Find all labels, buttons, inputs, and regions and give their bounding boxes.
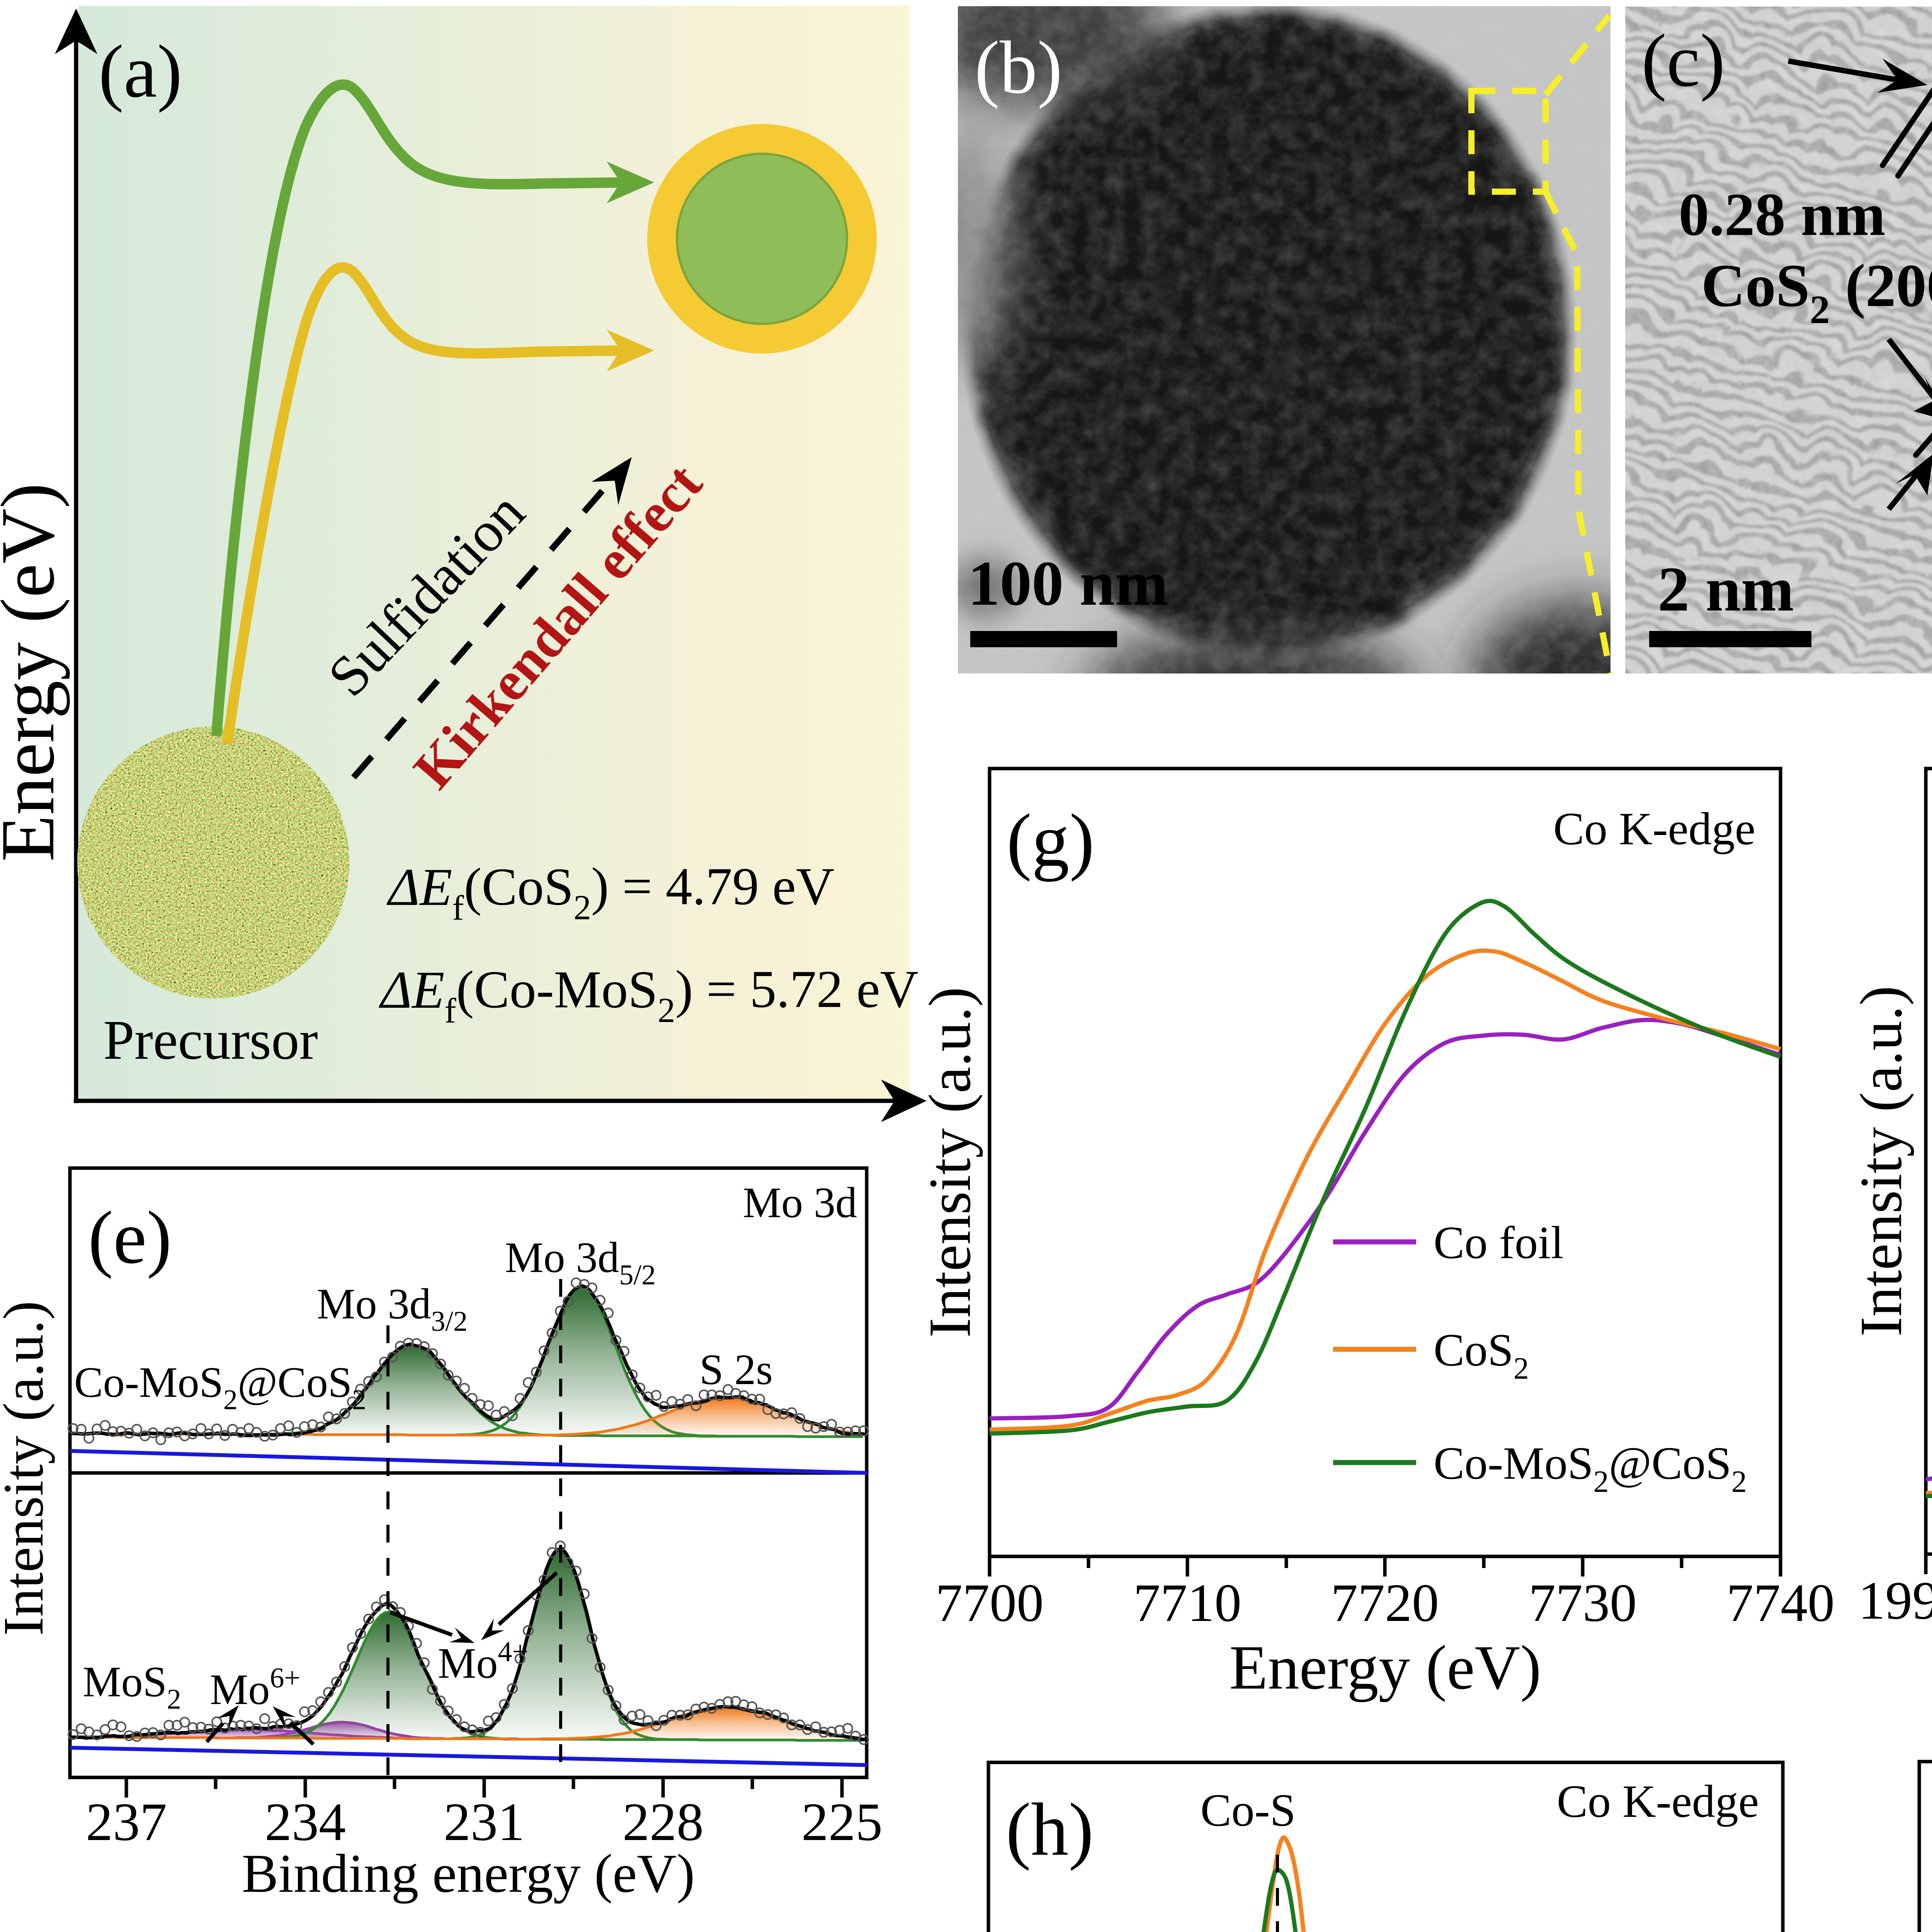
svg-text:Energy (eV): Energy (eV) [0, 483, 70, 862]
svg-text:ΔEf(CoS2) = 4.79 eV: ΔEf(CoS2) = 4.79 eV [386, 857, 835, 927]
svg-text:CoS2: CoS2 [1434, 1324, 1529, 1386]
svg-text:237: 237 [86, 1792, 167, 1852]
svg-text:Precursor: Precursor [103, 1009, 318, 1071]
svg-text:7740: 7740 [1726, 1573, 1835, 1633]
svg-text:Co foil: Co foil [1434, 1217, 1564, 1268]
svg-text:Co-S: Co-S [1201, 1784, 1296, 1836]
svg-text:7720: 7720 [1331, 1573, 1439, 1633]
svg-text:Co K-edge: Co K-edge [1557, 1776, 1759, 1827]
svg-text:7730: 7730 [1529, 1573, 1637, 1633]
svg-text:228: 228 [622, 1792, 704, 1852]
svg-text:(g): (g) [1007, 799, 1094, 882]
svg-text:S 2s: S 2s [699, 1346, 773, 1394]
svg-text:(h): (h) [1006, 1788, 1094, 1871]
svg-text:19980: 19980 [1858, 1571, 1932, 1631]
svg-text:2 nm: 2 nm [1658, 554, 1794, 624]
svg-text:Mo 3d5/2: Mo 3d5/2 [505, 1234, 656, 1291]
svg-text:Co-MoS2@CoS2: Co-MoS2@CoS2 [74, 1359, 366, 1416]
svg-text:234: 234 [265, 1792, 346, 1852]
svg-text:(a): (a) [99, 30, 182, 113]
svg-text:Co K-edge: Co K-edge [1553, 803, 1755, 854]
svg-text:231: 231 [444, 1792, 525, 1852]
svg-text:100 nm: 100 nm [968, 548, 1168, 619]
svg-text:(e): (e) [88, 1196, 172, 1279]
svg-text:7700: 7700 [935, 1573, 1044, 1633]
svg-text:Mo 3d: Mo 3d [743, 1179, 857, 1227]
svg-text:ΔEf(Co-MoS2) = 5.72 eV: ΔEf(Co-MoS2) = 5.72 eV [379, 959, 918, 1030]
svg-text:MoS2: MoS2 [83, 1658, 181, 1715]
svg-text:Intensity (a.u.): Intensity (a.u.) [0, 1301, 55, 1636]
svg-text:Intensity (a.u.): Intensity (a.u.) [917, 987, 983, 1338]
svg-text:Co-MoS2@CoS2: Co-MoS2@CoS2 [1434, 1437, 1747, 1499]
svg-text:(c): (c) [1641, 19, 1725, 102]
svg-text:0.28 nm: 0.28 nm [1679, 181, 1886, 248]
svg-text:Energy (eV): Energy (eV) [1229, 1633, 1541, 1702]
svg-text:7710: 7710 [1133, 1573, 1242, 1633]
svg-text:225: 225 [801, 1792, 883, 1852]
svg-text:Intensity (a.u.): Intensity (a.u.) [1848, 986, 1914, 1337]
svg-text:Binding energy (eV): Binding energy (eV) [242, 1843, 695, 1904]
svg-text:(b): (b) [975, 26, 1062, 109]
